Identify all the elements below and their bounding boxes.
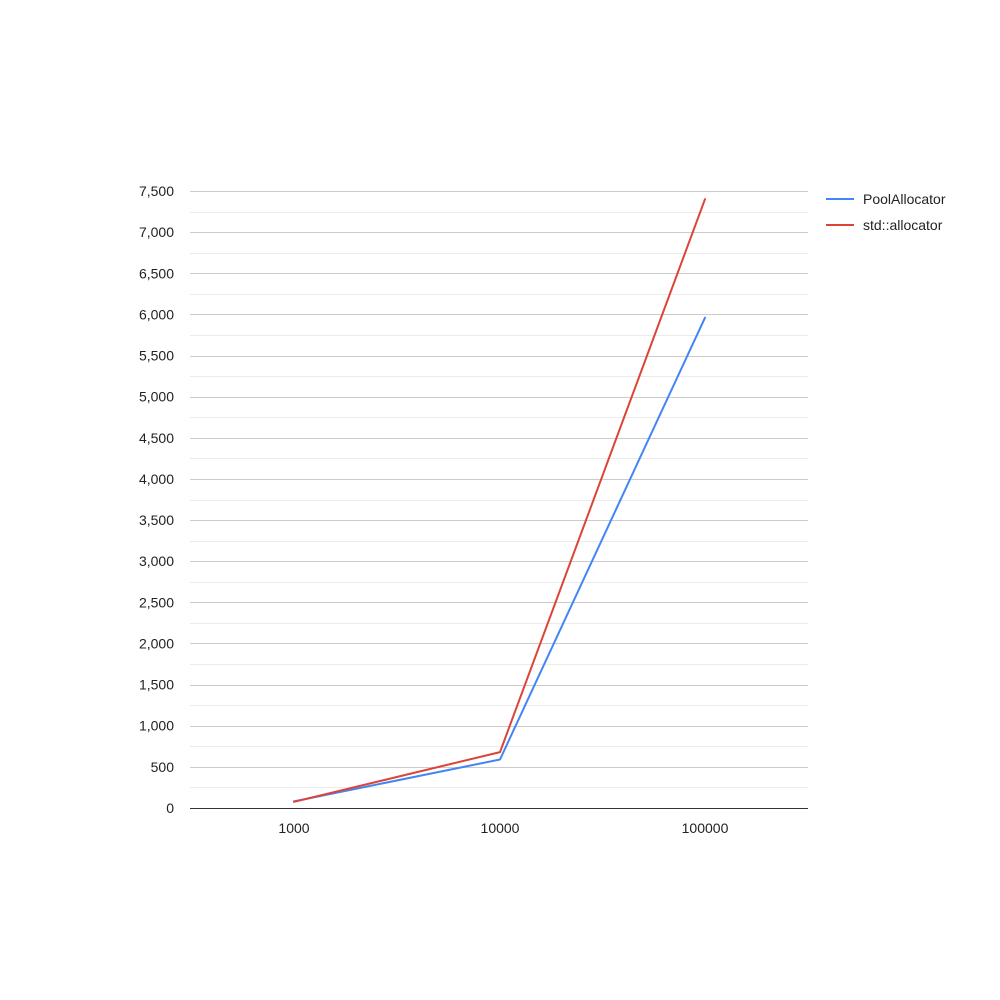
y-tick-label: 4,000 [139, 471, 174, 487]
series-line-std-allocator [293, 198, 706, 803]
series-line-poolallocator [293, 316, 706, 803]
x-tick-label: 1000 [278, 820, 309, 836]
y-tick-label: 2,500 [139, 594, 174, 610]
y-tick-label: 6,000 [139, 306, 174, 322]
y-tick-label: 7,500 [139, 183, 174, 199]
y-tick-label: 500 [151, 759, 175, 775]
y-tick-label: 1,500 [139, 677, 174, 693]
x-tick-label: 100000 [682, 820, 729, 836]
y-tick-label: 6,500 [139, 265, 174, 281]
y-tick-label: 5,000 [139, 389, 174, 405]
y-tick-label: 7,000 [139, 224, 174, 240]
plot-series [293, 198, 706, 803]
y-tick-label: 3,000 [139, 553, 174, 569]
x-axis: 1000 10000 100000 [190, 808, 808, 836]
y-tick-label: 1,000 [139, 718, 174, 734]
y-tick-label: 0 [166, 800, 174, 816]
y-tick-label: 5,500 [139, 348, 174, 364]
legend-entry-label: PoolAllocator [863, 191, 946, 207]
y-axis: 0 500 1,000 1,500 2,000 2,500 3,000 3,500 4,000 4… [139, 183, 174, 816]
legend-entry-label: std::allocator [863, 217, 943, 233]
y-tick-label: 2,000 [139, 635, 174, 651]
y-tick-label: 4,500 [139, 430, 174, 446]
y-tick-label: 3,500 [139, 512, 174, 528]
x-tick-label: 10000 [481, 820, 520, 836]
grid-lines [190, 191, 808, 788]
